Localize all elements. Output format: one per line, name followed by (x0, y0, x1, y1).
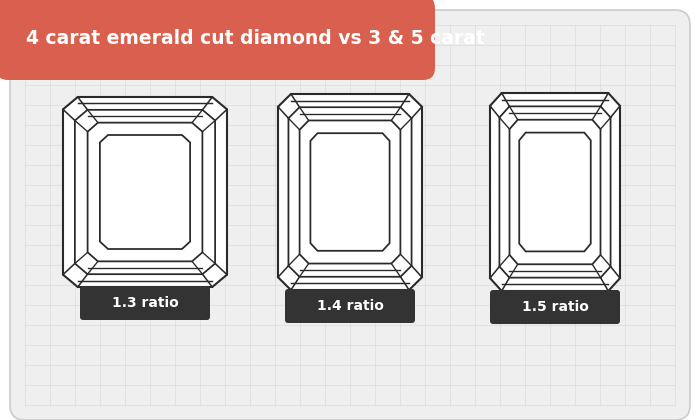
FancyBboxPatch shape (0, 0, 435, 80)
Polygon shape (63, 97, 227, 287)
FancyBboxPatch shape (80, 286, 210, 320)
FancyBboxPatch shape (10, 10, 690, 420)
Text: 1.4 ratio: 1.4 ratio (316, 299, 384, 313)
FancyBboxPatch shape (490, 290, 620, 324)
Polygon shape (278, 94, 422, 290)
Text: 1.5 ratio: 1.5 ratio (522, 300, 589, 314)
Polygon shape (490, 93, 620, 291)
Text: 1.3 ratio: 1.3 ratio (111, 296, 178, 310)
FancyBboxPatch shape (285, 289, 415, 323)
Text: 4 carat emerald cut diamond vs 3 & 5 carat: 4 carat emerald cut diamond vs 3 & 5 car… (26, 29, 484, 47)
